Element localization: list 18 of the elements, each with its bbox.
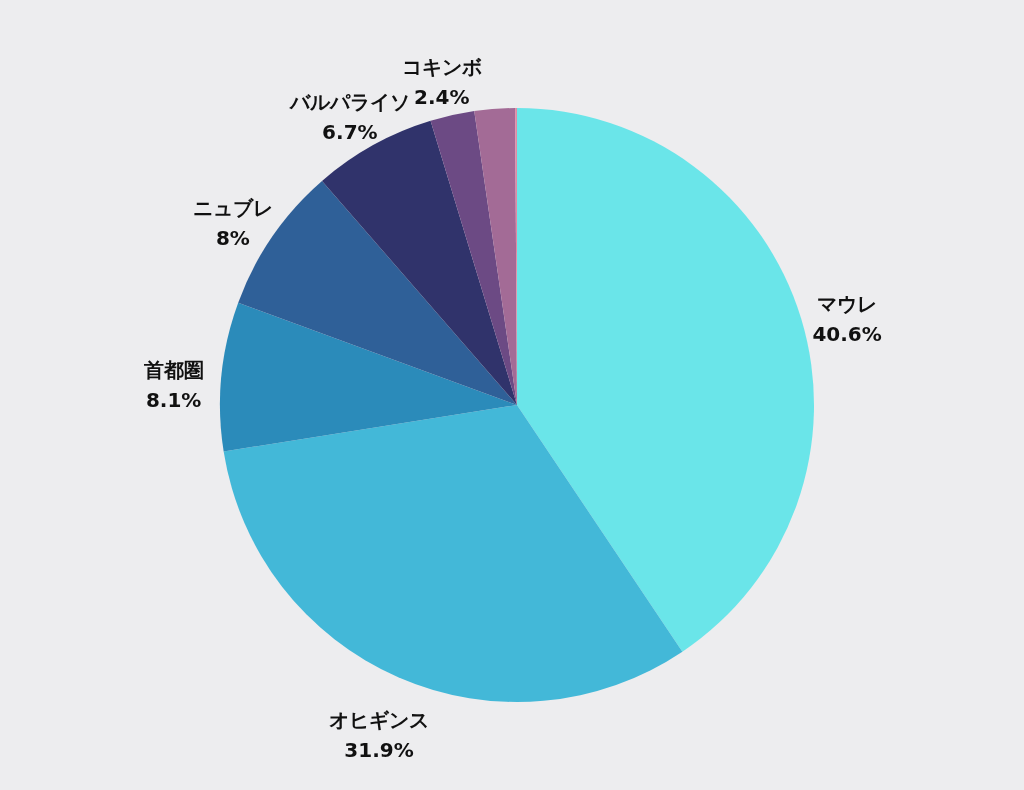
pie-slice <box>223 405 683 702</box>
slice-label: 首都圏 <box>142 358 204 383</box>
pie-slice <box>430 111 517 405</box>
pie-slice <box>517 108 814 652</box>
pie-slice <box>321 120 517 405</box>
data-label: 40.6% <box>812 321 882 346</box>
data-label: 31.9% <box>344 738 414 763</box>
slice-label: コキンボ <box>401 55 482 80</box>
slice-label: バルパライソ <box>288 90 410 115</box>
data-label: 8% <box>215 226 250 251</box>
data-label: 8.1% <box>145 388 202 413</box>
pie-slice <box>474 108 517 405</box>
pie-slice <box>220 302 517 452</box>
data-label: 6.7% <box>322 120 378 145</box>
data-label: 2.4% <box>414 85 470 110</box>
slice-label: オヒギンス <box>328 708 429 733</box>
slice-label: ニュブレ <box>192 196 273 221</box>
slice-label: マウレ <box>817 291 878 316</box>
